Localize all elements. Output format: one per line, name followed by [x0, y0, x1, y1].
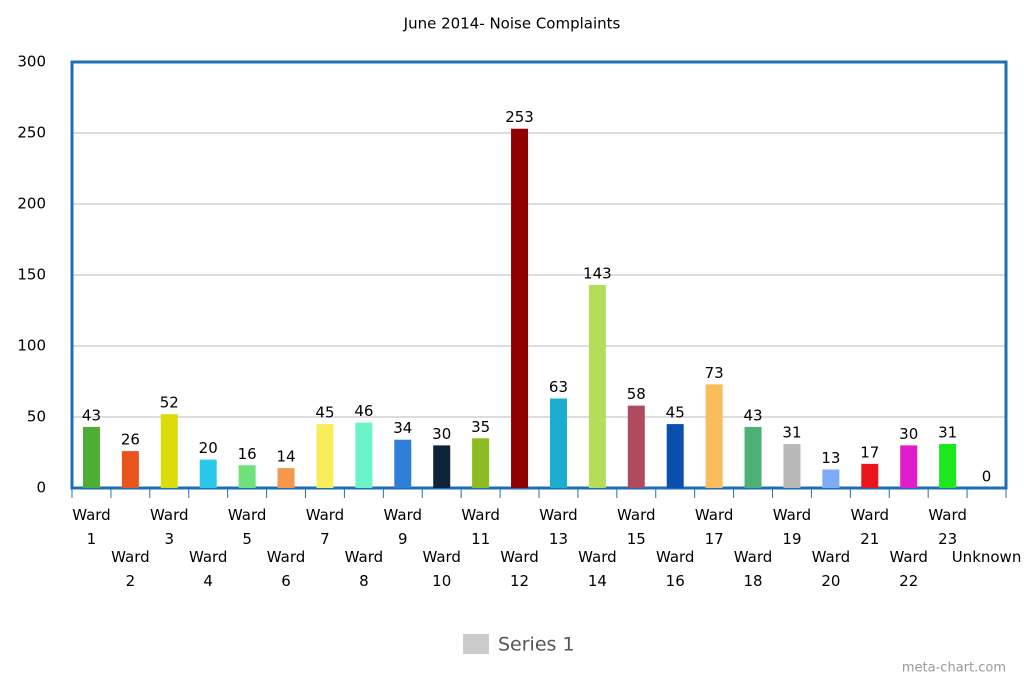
bar: [900, 445, 918, 488]
bar: [939, 443, 957, 488]
y-tick-label: 0: [36, 479, 46, 497]
legend-label: Series 1: [498, 634, 575, 656]
x-tick-label: Ward 13: [539, 506, 578, 548]
value-label: 143: [583, 264, 612, 282]
x-tick-label: Ward 10: [422, 548, 461, 590]
x-tick-label: Ward 18: [733, 548, 773, 590]
value-label: 34: [393, 419, 412, 437]
y-tick-label: 100: [17, 337, 46, 355]
bar: [472, 438, 490, 488]
legend-swatch: [463, 634, 489, 654]
value-label: 30: [899, 425, 918, 443]
x-tick-label: Ward 1: [72, 506, 111, 548]
value-label: 46: [354, 402, 373, 420]
chart-title: June 2014- Noise Complaints: [403, 15, 621, 33]
x-tick-label: Ward 11: [461, 506, 500, 548]
x-tick-label: Ward 6: [266, 548, 306, 590]
value-label: 14: [276, 448, 295, 466]
value-label: 43: [743, 406, 762, 424]
x-tick-label: Ward 5: [227, 506, 267, 548]
bar: [705, 384, 723, 488]
bar: [82, 426, 100, 488]
x-tick-label: Ward 9: [383, 506, 423, 548]
x-tick-label: Ward 20: [811, 548, 851, 590]
value-label: 52: [160, 394, 179, 412]
value-label: 45: [315, 404, 334, 422]
x-tick-label: Ward 8: [344, 548, 384, 590]
value-label: 30: [432, 425, 451, 443]
bar: [861, 463, 879, 488]
bar: [121, 451, 139, 488]
value-label: 45: [666, 404, 685, 422]
x-tick-label: Ward 23: [928, 506, 967, 548]
value-label: 20: [199, 439, 218, 457]
bar: [511, 128, 529, 489]
value-label: 16: [238, 445, 257, 463]
bar: [822, 469, 840, 488]
bar: [627, 405, 645, 488]
y-tick-label: 250: [17, 124, 46, 142]
bar: [588, 284, 606, 488]
value-label: 31: [938, 423, 957, 441]
value-label: 43: [82, 406, 101, 424]
value-label: 17: [860, 443, 879, 461]
bar: [238, 465, 256, 488]
x-tick-label: Unknown: [951, 548, 1022, 566]
x-tick-label: Ward 22: [889, 548, 928, 590]
x-tick-label: Ward 4: [188, 548, 228, 590]
x-tick-label: Ward 17: [694, 506, 734, 548]
bar: [199, 459, 217, 488]
value-label: 0: [982, 468, 992, 486]
value-label: 58: [627, 385, 646, 403]
bar: [744, 426, 762, 488]
x-tick-label: Ward 19: [772, 506, 812, 548]
value-label: 73: [705, 364, 724, 382]
y-tick-label: 150: [17, 266, 46, 284]
bar: [783, 443, 801, 488]
value-label: 26: [121, 431, 140, 449]
bar: [160, 414, 178, 488]
x-tick-label: Ward 15: [617, 506, 656, 548]
y-tick-label: 200: [17, 195, 46, 213]
value-label: 253: [505, 108, 534, 126]
x-tick-label: Ward 12: [500, 548, 539, 590]
x-tick-label: Ward 16: [655, 548, 695, 590]
bar: [666, 424, 684, 488]
bar: [394, 439, 412, 488]
x-tick-label: Ward 14: [578, 548, 617, 590]
bar: [549, 398, 567, 488]
value-label: 31: [782, 423, 801, 441]
bar: [316, 424, 334, 488]
bar: [277, 468, 295, 488]
y-tick-label: 300: [17, 53, 46, 71]
watermark: meta-chart.com: [902, 661, 1006, 676]
bar: [433, 445, 451, 488]
y-tick-label: 50: [27, 408, 46, 426]
value-label: 13: [821, 449, 840, 467]
x-tick-label: Ward 2: [111, 548, 150, 590]
value-label: 35: [471, 418, 490, 436]
x-tick-label: Ward 7: [305, 506, 345, 548]
x-tick-label: Ward 21: [850, 506, 890, 548]
value-label: 63: [549, 378, 568, 396]
x-tick-label: Ward 3: [150, 506, 189, 548]
bar: [355, 422, 373, 488]
